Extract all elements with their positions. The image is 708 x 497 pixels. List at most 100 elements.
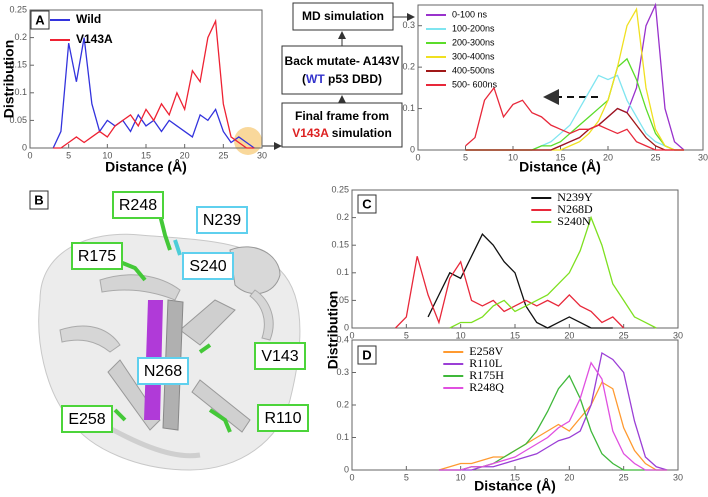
legend-label: R175H — [469, 368, 504, 382]
series-line — [427, 233, 613, 329]
y-tick-label: 0.3 — [402, 20, 415, 30]
panel-label-box — [30, 10, 50, 30]
x-tick-label: 10 — [508, 152, 518, 162]
series-line — [438, 381, 668, 471]
series-line — [438, 361, 668, 471]
y-tick-label: 0.2 — [402, 62, 415, 72]
y-tick-label: 0 — [22, 142, 27, 152]
residue-box — [254, 342, 306, 370]
x-tick-label: 10 — [456, 330, 466, 340]
y-tick-label: 0.15 — [331, 240, 349, 250]
residue-labels: R248 N239 R175 S240 V143 N268 E258 R110 — [61, 191, 309, 433]
x-tick-label: 15 — [141, 150, 151, 160]
residue-box — [137, 357, 189, 385]
legend-label: 200-300ns — [452, 37, 495, 47]
flow-text: ( — [302, 72, 306, 86]
residue-box — [112, 191, 164, 219]
residue-label: V143 — [261, 348, 298, 365]
legend-label: S240N — [557, 214, 591, 228]
panel-label-box — [29, 190, 49, 210]
x-tick-label: 15 — [510, 472, 520, 482]
y-tick-label: 0.1 — [402, 103, 415, 113]
y-axis-title: Distribution — [1, 40, 17, 119]
residue-label: E258 — [68, 411, 105, 428]
legend-label: R110L — [469, 356, 502, 370]
x-tick-label: 20 — [564, 330, 574, 340]
y-tick-label: 0.05 — [9, 115, 27, 125]
x-tick-label: 20 — [603, 152, 613, 162]
series-line — [395, 256, 625, 329]
x-tick-label: 30 — [698, 152, 708, 162]
legend-label: 0-100 ns — [452, 9, 488, 19]
x-tick-label: 5 — [404, 330, 409, 340]
y-tick-label: 0.05 — [331, 295, 349, 305]
flow-text: p53 DBD) — [325, 72, 382, 86]
x-tick-label: 0 — [415, 152, 420, 162]
legend-label: N268D — [557, 202, 593, 216]
legend-label: Wild — [76, 12, 101, 26]
series-line — [465, 107, 684, 151]
series-line — [449, 215, 657, 329]
residue-label: N268 — [144, 363, 182, 380]
flow-text: WT — [306, 72, 325, 86]
y-tick-label: 0.1 — [336, 267, 349, 277]
x-tick-label: 20 — [564, 472, 574, 482]
y-tick-label: 0.4 — [336, 334, 349, 344]
x-axis-title: Distance (Å) — [474, 478, 556, 494]
plot-frame — [351, 189, 679, 329]
x-tick-label: 5 — [404, 472, 409, 482]
legend-label: 100-200ns — [452, 23, 495, 33]
residue-label: R110 — [264, 410, 301, 427]
panel-label: A — [35, 12, 45, 27]
legend-label: 400-500ns — [452, 65, 495, 75]
residue-box — [71, 242, 123, 270]
series-line — [465, 57, 684, 151]
x-tick-label: 10 — [102, 150, 112, 160]
flow-text: (WT p53 DBD) — [302, 72, 382, 86]
y-tick-label: 0.1 — [14, 87, 27, 97]
residue-label: R248 — [119, 197, 157, 214]
x-tick-label: 25 — [650, 152, 660, 162]
x-tick-label: 5 — [66, 150, 71, 160]
residue-box — [257, 404, 309, 432]
y-tick-label: 0.1 — [336, 432, 349, 442]
y-tick-label: 0.2 — [336, 212, 349, 222]
panel-label: D — [362, 347, 371, 362]
x-tick-label: 15 — [555, 152, 565, 162]
y-tick-label: 0 — [344, 322, 349, 332]
legend-label: E258V — [469, 344, 503, 358]
panel-label: B — [34, 192, 43, 207]
x-tick-label: 0 — [27, 150, 32, 160]
legend-label: 300-400ns — [452, 51, 495, 61]
y-tick-label: 0.2 — [336, 399, 349, 409]
residue-box — [182, 252, 234, 280]
flow-text: Back mutate- A143V — [285, 54, 400, 68]
x-tick-label: 15 — [510, 330, 520, 340]
legend-label: 500- 600ns — [452, 79, 498, 89]
y-tick-label: 0.25 — [9, 4, 27, 14]
x-tick-label: 25 — [619, 330, 629, 340]
y-tick-label: 0 — [410, 144, 415, 154]
y-tick-label: 0.15 — [9, 60, 27, 70]
residue-label: N239 — [203, 212, 241, 229]
residue-label: R175 — [78, 248, 116, 265]
flow-text: Final frame from — [295, 109, 389, 123]
legend-label: N239Y — [557, 190, 593, 204]
flow-text: V143A — [292, 126, 329, 140]
x-tick-label: 30 — [257, 150, 267, 160]
plot-frame — [29, 9, 263, 149]
series-line — [465, 2, 685, 151]
y-tick-label: 0 — [344, 464, 349, 474]
x-tick-label: 20 — [180, 150, 190, 160]
x-tick-label: 30 — [673, 330, 683, 340]
x-tick-label: 5 — [463, 152, 468, 162]
series-line — [438, 351, 668, 471]
panel-label-box — [357, 345, 377, 365]
y-tick-label: 0.2 — [14, 32, 27, 42]
flow-diagram: MD simulation Back mutate- A143V (WT p53… — [262, 2, 415, 150]
x-tick-label: 30 — [673, 472, 683, 482]
x-axis-title: Distance (Å) — [105, 159, 187, 175]
residue-box — [61, 405, 113, 433]
legend-label: V143A — [76, 32, 113, 46]
